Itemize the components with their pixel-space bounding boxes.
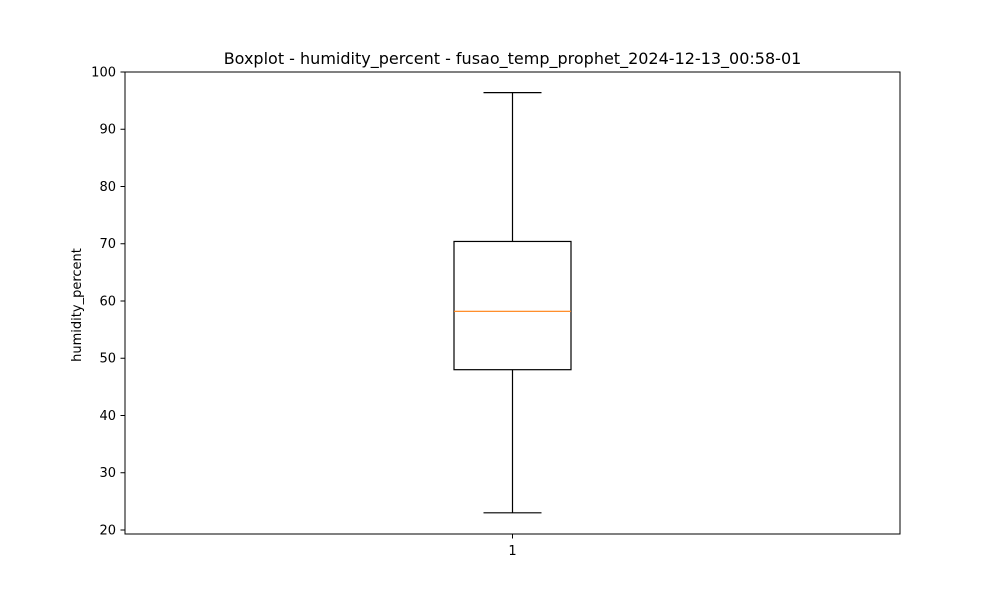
y-tick-label: 20	[99, 523, 116, 538]
y-tick-label: 30	[99, 466, 116, 481]
iqr-box	[453, 240, 572, 371]
plot-area: 20 30 40 50 60 70 80 90 100 1	[91, 66, 901, 559]
axes-frame	[124, 71, 901, 535]
y-tick-label: 40	[99, 409, 116, 424]
y-tick-label: 60	[99, 294, 116, 309]
y-axis-label: humidity_percent	[70, 248, 85, 362]
chart-title: Boxplot - humidity_percent - fusao_temp_…	[224, 49, 802, 69]
y-tick-label: 50	[99, 352, 116, 367]
y-tick-label: 70	[99, 237, 116, 252]
y-tick-label: 100	[91, 66, 116, 81]
x-tick-label: 1	[508, 544, 516, 559]
y-tick-label: 80	[99, 180, 116, 195]
y-tick-label: 90	[99, 123, 116, 138]
